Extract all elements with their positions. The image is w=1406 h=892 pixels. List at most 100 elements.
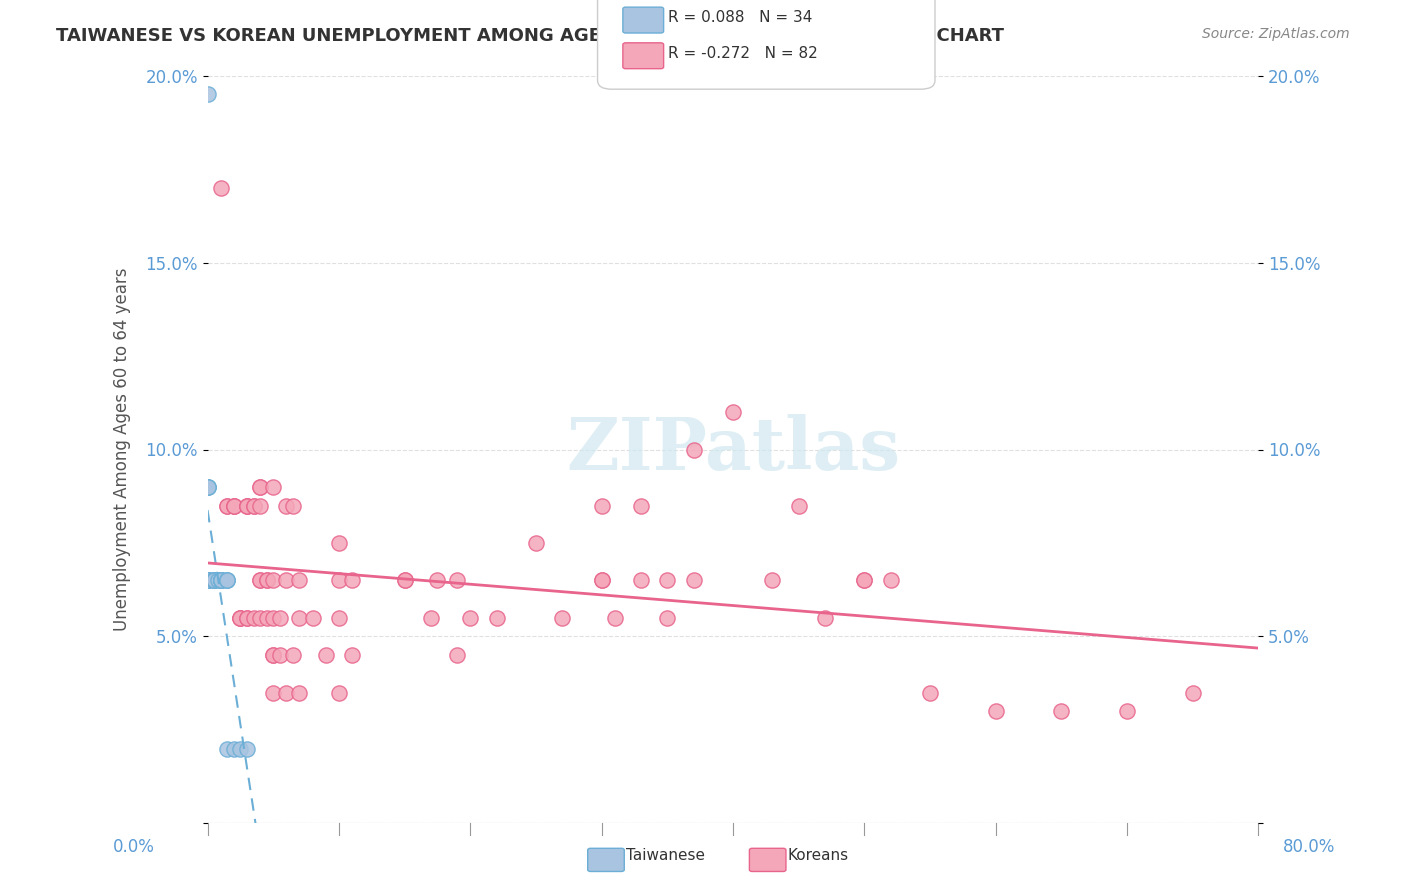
Point (419, 611, 441, 625)
Point (202, 574, 225, 588)
Point (209, 574, 232, 588)
Point (276, 685, 298, 699)
Text: R = 0.088   N = 34: R = 0.088 N = 34 (668, 10, 813, 25)
Point (524, 536, 547, 550)
Point (197, 574, 219, 588)
Text: Taiwanese: Taiwanese (626, 848, 704, 863)
Point (229, 611, 252, 625)
Point (328, 611, 350, 625)
Point (229, 741, 252, 756)
Point (249, 611, 271, 625)
Point (217, 499, 239, 513)
Point (276, 574, 298, 588)
Point (209, 574, 232, 588)
Point (256, 574, 278, 588)
Point (394, 574, 416, 588)
Point (202, 574, 225, 588)
Point (249, 574, 271, 588)
Point (591, 574, 613, 588)
Point (207, 574, 229, 588)
Point (236, 741, 259, 756)
Point (853, 574, 876, 588)
Y-axis label: Unemployment Among Ages 60 to 64 years: Unemployment Among Ages 60 to 64 years (114, 268, 131, 632)
Point (197, 87, 219, 102)
Point (630, 574, 652, 588)
Point (202, 574, 225, 588)
Point (262, 648, 284, 663)
Point (281, 648, 304, 663)
Point (328, 685, 350, 699)
Point (591, 499, 613, 513)
Text: 0.0%: 0.0% (112, 838, 155, 855)
Point (485, 611, 508, 625)
Point (209, 574, 232, 588)
Point (209, 574, 232, 588)
Point (209, 574, 232, 588)
Point (236, 611, 259, 625)
Point (217, 574, 239, 588)
Text: ZIPatlas: ZIPatlas (567, 414, 900, 485)
Point (269, 648, 291, 663)
Point (879, 574, 901, 588)
Point (657, 611, 679, 625)
Point (269, 611, 291, 625)
Point (197, 480, 219, 494)
Point (217, 574, 239, 588)
Point (222, 499, 245, 513)
Point (202, 574, 225, 588)
Point (814, 611, 837, 625)
Point (249, 574, 271, 588)
Point (262, 648, 284, 663)
Point (603, 611, 626, 625)
Point (202, 574, 225, 588)
Point (197, 574, 219, 588)
Point (236, 499, 259, 513)
Point (222, 499, 245, 513)
Point (328, 574, 350, 588)
Point (787, 499, 810, 513)
Point (1116, 704, 1139, 718)
Point (209, 574, 232, 588)
Point (315, 648, 337, 663)
Point (217, 499, 239, 513)
Point (918, 685, 941, 699)
Point (657, 574, 679, 588)
Point (222, 499, 245, 513)
Point (197, 480, 219, 494)
Point (721, 405, 744, 419)
Point (236, 499, 259, 513)
Point (249, 480, 271, 494)
Point (426, 574, 449, 588)
Point (761, 574, 783, 588)
Point (202, 574, 225, 588)
Point (217, 741, 239, 756)
Point (340, 574, 363, 588)
Point (242, 611, 264, 625)
Point (262, 611, 284, 625)
Point (1050, 704, 1073, 718)
Point (242, 499, 264, 513)
Point (446, 574, 468, 588)
Point (222, 741, 245, 756)
Point (209, 574, 232, 588)
Point (229, 611, 252, 625)
Text: TAIWANESE VS KOREAN UNEMPLOYMENT AMONG AGES 60 TO 64 YEARS CORRELATION CHART: TAIWANESE VS KOREAN UNEMPLOYMENT AMONG A… (56, 27, 1004, 45)
Point (394, 574, 416, 588)
Point (281, 499, 304, 513)
Point (209, 574, 232, 588)
Point (288, 611, 311, 625)
Point (458, 611, 481, 625)
Point (262, 480, 284, 494)
Point (197, 480, 219, 494)
Point (256, 574, 278, 588)
Point (446, 648, 468, 663)
Point (984, 704, 1007, 718)
Point (288, 685, 311, 699)
Point (682, 442, 704, 457)
Point (276, 499, 298, 513)
Point (236, 499, 259, 513)
Point (197, 574, 219, 588)
Point (197, 574, 219, 588)
Point (209, 574, 232, 588)
Point (591, 574, 613, 588)
